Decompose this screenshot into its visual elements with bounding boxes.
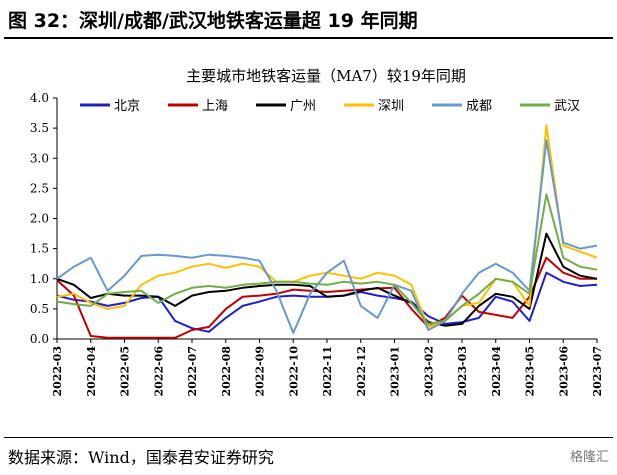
watermark-logo: 格隆汇 — [569, 450, 609, 465]
x-tick-label: 2022-10 — [287, 346, 300, 397]
series-line — [56, 193, 598, 325]
legend-label: 广州 — [290, 99, 316, 114]
chart-legend: 北京 上海 广州 深圳 成都 武汉 — [80, 99, 580, 114]
legend-label: 北京 — [114, 99, 140, 114]
x-tick-label: 2023-02 — [422, 346, 435, 397]
series-line — [56, 139, 598, 334]
x-tick-label: 2022-12 — [355, 346, 368, 397]
y-tick-label: 2.0 — [30, 212, 49, 226]
x-tick-label: 2023-06 — [557, 346, 570, 397]
figure-title: 图 32：深圳/成都/武汉地铁客运量超 19 年同期 — [8, 10, 418, 32]
x-tick-label: 2023-05 — [524, 346, 537, 397]
y-axis: 0.0 0.5 1.0 1.5 2.0 2.5 3.0 3.5 4.0 — [30, 91, 58, 346]
x-tick-label: 2022-04 — [85, 346, 98, 397]
x-tick-label: 2022-06 — [152, 346, 165, 397]
y-tick-label: 1.5 — [30, 242, 49, 256]
x-tick-label: 2023-01 — [389, 346, 402, 397]
y-tick-label: 1.0 — [30, 272, 49, 286]
chart-title: 主要城市地铁客运量（MA7）较19年同期 — [186, 67, 466, 85]
source-rule — [4, 437, 613, 438]
y-tick-label: 2.5 — [30, 181, 49, 195]
x-tick-label: 2023-04 — [490, 346, 503, 397]
plot-area — [56, 124, 598, 339]
y-tick-label: 3.5 — [30, 121, 49, 135]
x-tick-label: 2022-03 — [51, 346, 64, 397]
legend-label: 深圳 — [378, 99, 404, 114]
x-tick-label: 2023-07 — [591, 346, 604, 397]
y-tick-label: 0.5 — [30, 302, 49, 316]
x-tick-label: 2023-03 — [456, 346, 469, 397]
y-tick-label: 0.0 — [30, 332, 49, 346]
x-axis: 2022-03 2022-04 2022-05 2022-06 2022-07 2022-… — [51, 338, 604, 397]
series-line — [56, 256, 597, 339]
legend-label: 武汉 — [554, 99, 580, 114]
x-tick-label: 2022-08 — [220, 346, 233, 397]
x-tick-label: 2022-11 — [321, 346, 334, 397]
legend-label: 成都 — [466, 99, 492, 114]
source-note: 数据来源：Wind，国泰君安证券研究 — [8, 448, 274, 467]
y-tick-label: 4.0 — [30, 91, 49, 105]
x-tick-label: 2022-07 — [186, 346, 199, 397]
x-tick-label: 2022-09 — [254, 346, 267, 397]
series-line — [56, 232, 598, 327]
y-tick-label: 3.0 — [30, 151, 49, 165]
x-tick-label: 2022-05 — [119, 346, 132, 397]
series-line — [56, 271, 598, 333]
legend-label: 上海 — [202, 99, 228, 114]
title-rule — [4, 37, 613, 39]
